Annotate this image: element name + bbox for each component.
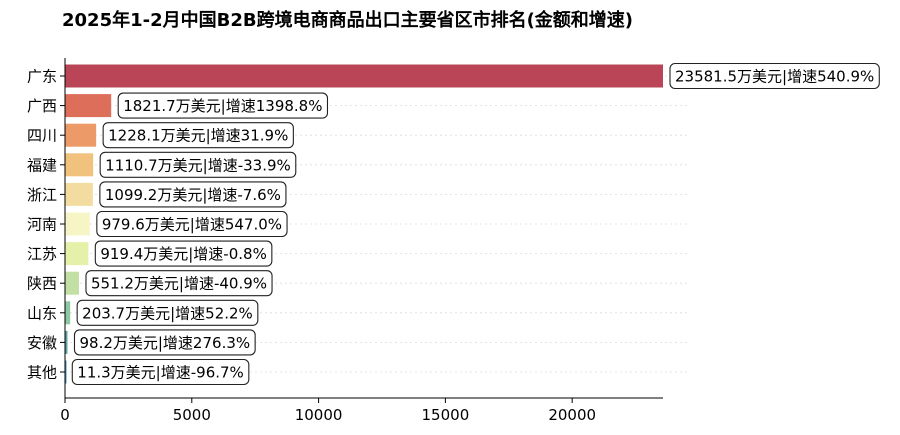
x-tick-label: 5000 <box>173 406 211 424</box>
y-tick-label: 陕西 <box>27 275 57 293</box>
data-label-box <box>85 270 273 297</box>
y-tick-label: 四川 <box>27 127 57 145</box>
data-label-box <box>669 62 880 90</box>
data-label: 979.6万美元|增速547.0% <box>102 216 282 234</box>
y-tick-label: 福建 <box>27 156 57 174</box>
data-label: 203.7万美元|增速52.2% <box>82 304 253 322</box>
bar-浙江 <box>65 182 93 206</box>
bars <box>65 64 663 384</box>
bar-其他 <box>65 360 67 384</box>
data-label-box <box>99 181 287 208</box>
bar-广东 <box>65 64 663 88</box>
data-label: 1228.1万美元|增速31.9% <box>108 127 288 145</box>
y-tick-label: 河南 <box>27 216 57 234</box>
y-tick-label: 浙江 <box>27 186 57 204</box>
data-label-box <box>102 122 294 149</box>
data-label: 1821.7万美元|增速1398.8% <box>123 97 322 115</box>
data-label: 919.4万美元|增速-0.8% <box>100 245 267 263</box>
bar-陕西 <box>65 271 79 295</box>
data-label: 551.2万美元|增速-40.9% <box>91 275 267 293</box>
y-tick-label: 安徽 <box>27 334 57 352</box>
data-label: 1110.7万美元|增速-33.9% <box>105 156 291 174</box>
y-tick-label: 其他 <box>27 364 57 382</box>
data-label: 23581.5万美元|增速540.9% <box>675 68 874 86</box>
data-label: 11.3万美元|增速-96.7% <box>77 364 244 382</box>
data-label-box <box>99 151 297 178</box>
bar-河南 <box>65 212 90 236</box>
bar-福建 <box>65 153 94 177</box>
x-axis: 0 5000 10000 15000 20000 <box>60 397 663 424</box>
data-label-box <box>96 210 288 238</box>
bar-四川 <box>65 123 97 147</box>
data-label-box <box>73 329 256 356</box>
y-tick-label: 广西 <box>27 97 57 115</box>
data-label-box <box>117 92 329 119</box>
data-label: 98.2万美元|增速276.3% <box>79 334 250 352</box>
bar-山东 <box>65 301 71 325</box>
x-tick-label: 0 <box>60 406 70 424</box>
bar-安徽 <box>65 330 68 354</box>
y-tick-label: 山东 <box>27 304 57 322</box>
x-tick-label: 20000 <box>548 406 596 424</box>
bar-江苏 <box>65 242 89 266</box>
chart-title: 2025年1-2月中国B2B跨境电商商品出口主要省区市排名(金额和增速) <box>62 10 634 31</box>
data-label-box <box>94 240 273 267</box>
y-tick-label: 江苏 <box>27 245 57 263</box>
x-tick-label: 10000 <box>295 406 343 424</box>
data-label-box <box>71 358 250 386</box>
x-tick-label: 15000 <box>422 406 470 424</box>
y-tick-label: 广东 <box>27 68 57 86</box>
data-label: 1099.2万美元|增速-7.6% <box>105 186 281 204</box>
bar-广西 <box>65 94 112 118</box>
data-labels: 23581.5万美元|增速540.9% 1821.7万美元|增速1398.8% 12… <box>71 62 880 386</box>
data-label-box <box>76 299 259 326</box>
